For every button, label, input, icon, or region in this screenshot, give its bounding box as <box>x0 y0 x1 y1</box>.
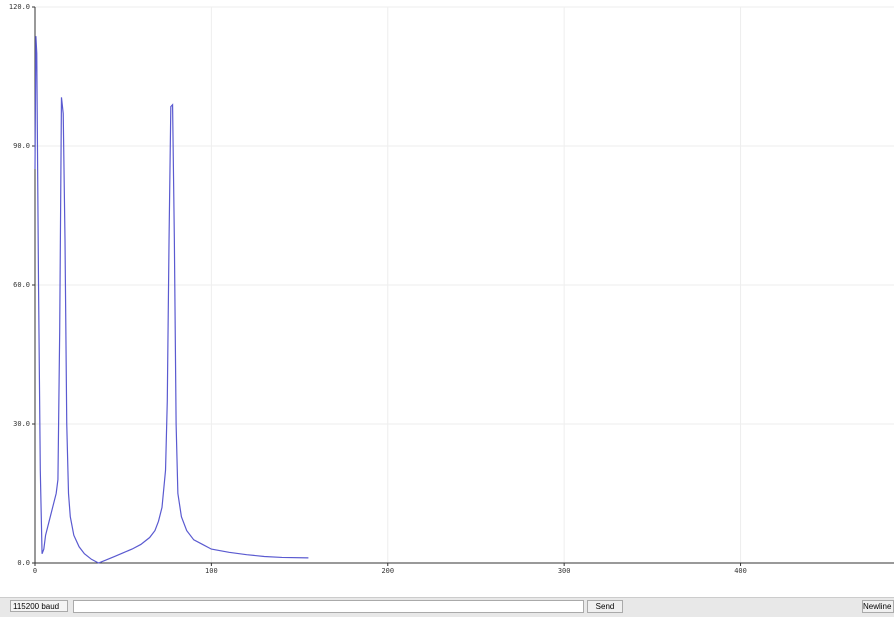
data-line <box>34 36 309 564</box>
y-tick-label: 90.0 <box>13 142 30 150</box>
y-tick-label: 60.0 <box>13 281 30 289</box>
message-input[interactable] <box>73 600 584 613</box>
x-tick-label: 300 <box>558 567 571 575</box>
baud-select[interactable]: 115200 baud <box>10 600 68 612</box>
x-tick-label: 100 <box>205 567 218 575</box>
send-button[interactable]: Send <box>587 600 623 613</box>
plotter: 0.0 30.0 60.0 90.0 120.0 0 100 200 300 400 <box>9 3 894 575</box>
x-tick-label: 200 <box>381 567 394 575</box>
y-tick-label: 30.0 <box>13 420 30 428</box>
line-ending-select[interactable]: Newline <box>862 600 894 613</box>
x-tick-label: 400 <box>734 567 747 575</box>
y-tick-label: 0.0 <box>17 559 30 567</box>
x-tick-label: 0 <box>33 567 37 575</box>
control-bar: 115200 baud Send Newline <box>0 597 894 617</box>
y-tick-label: 120.0 <box>9 3 30 11</box>
